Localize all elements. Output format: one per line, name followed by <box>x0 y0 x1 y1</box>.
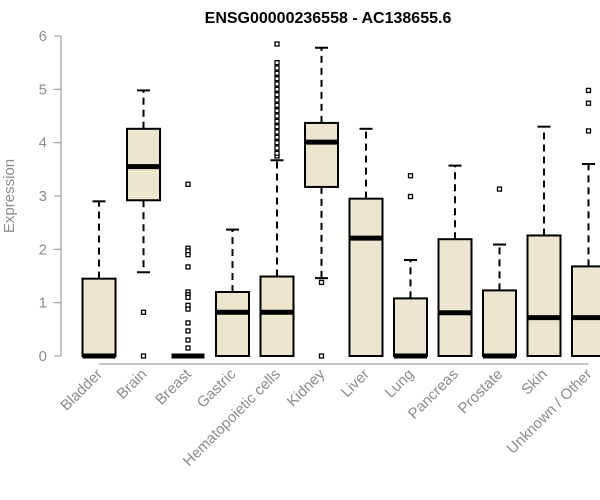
x-tick-label: Bladder <box>57 366 106 415</box>
outlier-point <box>496 186 503 192</box>
y-tick-label: 6 <box>39 28 47 45</box>
box-body <box>81 277 117 357</box>
box-kidney <box>304 46 339 359</box>
outlier-point <box>185 264 191 270</box>
axes: 0 1 2 3 4 5 6 <box>39 28 589 365</box>
box-body <box>393 297 428 357</box>
box-breast <box>171 181 205 359</box>
box-bladder <box>81 200 117 359</box>
outlier-point <box>585 128 592 134</box>
outlier-point <box>274 41 280 47</box>
y-axis-label: Expression <box>1 159 18 233</box>
y-tick-label: 5 <box>39 81 47 98</box>
x-tick-label: Lung <box>382 366 418 402</box>
box-pancreas <box>437 164 473 357</box>
outlier-point <box>274 86 280 92</box>
outlier-point <box>274 92 280 98</box>
outlier-point <box>274 150 280 156</box>
outlier-point <box>274 102 280 108</box>
box-skin <box>526 125 562 357</box>
outlier-point <box>185 252 191 258</box>
outlier-point <box>585 100 592 106</box>
box-body <box>348 197 384 357</box>
outlier-point <box>274 113 280 119</box>
y-tick-label: 0 <box>39 348 47 365</box>
box-gastric <box>215 228 250 357</box>
outlier-point <box>407 193 414 200</box>
outlier-point <box>274 145 280 151</box>
box-prostate <box>482 186 517 359</box>
x-tick-label: Kidney <box>284 365 329 410</box>
box-lung <box>393 173 428 359</box>
box-body <box>304 121 339 188</box>
x-tick-label: Liver <box>338 366 373 401</box>
box-body <box>215 291 250 357</box>
x-tick-label: Skin <box>518 366 551 399</box>
x-tick-label: Unknown / Other <box>504 366 596 458</box>
chart-title: ENSG00000236558 - AC138655.6 <box>205 10 452 27</box>
outlier-point <box>407 173 414 179</box>
boxes <box>81 41 600 359</box>
outlier-point <box>185 345 191 351</box>
outlier-point <box>185 181 191 187</box>
outlier-point <box>274 97 280 103</box>
box-liver <box>348 127 384 357</box>
box-body <box>437 238 473 357</box>
outlier-point <box>274 124 280 130</box>
outlier-point <box>318 279 325 286</box>
outlier-point <box>274 134 280 140</box>
outlier-point <box>274 60 280 66</box>
outlier-point <box>185 328 191 334</box>
box-unknown-other <box>571 87 600 357</box>
outlier-point <box>274 81 280 87</box>
outlier-point <box>274 76 280 82</box>
y-tick-label: 1 <box>39 295 47 312</box>
box-body <box>482 289 517 357</box>
box-body <box>259 275 295 357</box>
outlier-point <box>274 65 280 71</box>
outlier-point <box>185 320 191 326</box>
box-body <box>526 234 562 357</box>
outlier-point <box>140 309 147 315</box>
y-tick-label: 2 <box>39 241 47 258</box>
outlier-point <box>185 337 191 343</box>
outlier-point <box>318 353 325 359</box>
box-body <box>571 265 600 357</box>
x-tick-label: Brain <box>114 366 151 403</box>
outlier-point <box>274 129 280 135</box>
outlier-point <box>585 87 592 94</box>
outlier-point <box>274 70 280 76</box>
outlier-point <box>274 118 280 124</box>
x-tick-label: Prostate <box>455 366 507 418</box>
y-tick-label: 3 <box>39 188 47 205</box>
y-tick-label: 4 <box>39 135 47 152</box>
outlier-point <box>140 353 147 359</box>
outlier-point <box>185 306 191 312</box>
outlier-point <box>274 108 280 114</box>
x-tick-label: Breast <box>152 365 195 408</box>
box-hematopoietic-cells <box>259 41 295 357</box>
outlier-point <box>185 294 191 300</box>
outlier-point <box>274 140 280 146</box>
box-brain <box>126 89 161 359</box>
